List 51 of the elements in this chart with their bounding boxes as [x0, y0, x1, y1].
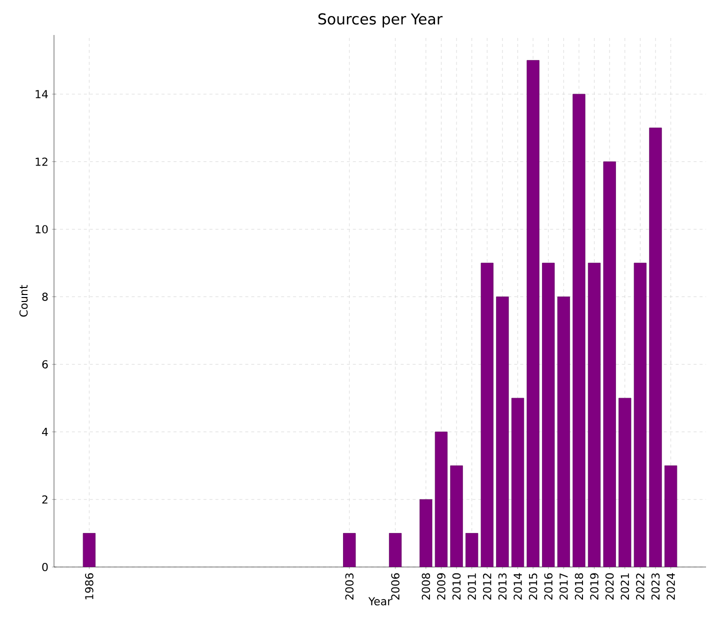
bar [542, 262, 555, 567]
x-tick-label: 2023 [651, 573, 660, 600]
bar [388, 533, 402, 567]
bar [343, 533, 356, 567]
x-tick-label: 2017 [560, 573, 568, 600]
x-tick-label: 2010 [452, 573, 461, 600]
bar [572, 94, 586, 567]
x-tick-label: 2016 [544, 573, 553, 600]
bar [649, 128, 662, 567]
bar [434, 432, 448, 567]
x-tick-label: 2021 [620, 574, 630, 600]
bar [557, 296, 570, 567]
y-tick-label: 0 [42, 562, 48, 572]
y-tick-label: 6 [42, 360, 48, 368]
bar [511, 398, 524, 567]
bar [496, 296, 509, 567]
x-tick-label: 2020 [605, 573, 614, 600]
x-tick-label: 2008 [422, 573, 430, 600]
bar [450, 465, 463, 567]
bar [466, 533, 478, 567]
x-tick-label: 2009 [437, 573, 446, 600]
x-tick-label: 2015 [528, 573, 538, 600]
y-tick-label: 12 [36, 158, 48, 166]
chart-title: Sources per Year [318, 13, 443, 28]
x-tick-label: 2006 [391, 573, 400, 600]
bar [480, 262, 494, 567]
x-axis-title: Year [368, 597, 392, 606]
bar [664, 465, 678, 567]
bar [526, 60, 540, 567]
y-axis-title: Count [19, 284, 28, 317]
x-tick-label: 1986 [85, 573, 94, 600]
x-tick-label: 2014 [514, 573, 522, 600]
x-tick-label: 2024 [666, 573, 675, 600]
bar [420, 499, 432, 567]
x-tick-label: 2012 [483, 574, 492, 600]
bar [82, 533, 96, 567]
x-tick-label: 2019 [590, 573, 598, 600]
y-tick-label: 10 [36, 225, 48, 234]
y-tick-label: 4 [42, 428, 48, 436]
x-tick-label: 2011 [468, 574, 476, 600]
bar [588, 262, 601, 567]
x-tick-label: 2003 [345, 573, 354, 600]
y-tick-label: 8 [42, 292, 48, 301]
x-tick-label: 2022 [636, 574, 644, 600]
y-tick-label: 2 [42, 495, 48, 504]
bar [634, 262, 647, 567]
y-tick-label: 14 [36, 90, 48, 98]
x-tick-label: 2013 [498, 573, 507, 600]
bar [618, 398, 632, 567]
bar [603, 161, 616, 567]
x-tick-label: 2018 [574, 573, 584, 600]
